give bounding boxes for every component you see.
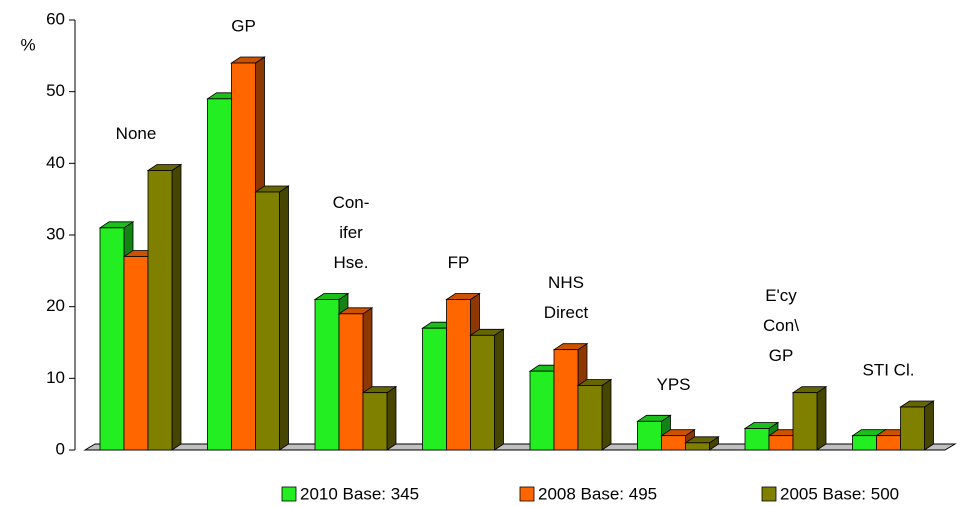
y-axis-label: % [20, 35, 35, 54]
bar-front [900, 406, 925, 451]
bar-front [744, 428, 770, 451]
bar-front [852, 435, 877, 451]
category-label: None [116, 124, 157, 143]
bar-front [792, 392, 818, 451]
bar [469, 328, 505, 451]
category-label: ifer [339, 223, 363, 242]
bar-side [171, 163, 182, 451]
category-label: YPS [656, 375, 690, 394]
bar-front [123, 256, 149, 451]
category-label: NHS [548, 273, 584, 292]
bar-side [386, 385, 397, 451]
bar [361, 385, 398, 451]
category-label: Hse. [334, 253, 369, 272]
bar [254, 185, 290, 451]
bar [576, 378, 613, 451]
legend-label: 2008 Base: 495 [538, 484, 657, 503]
bar-front [637, 420, 662, 451]
bar-front [338, 313, 364, 451]
legend-swatch [761, 486, 777, 502]
bar-side [816, 385, 827, 451]
bar-front [446, 299, 471, 451]
bar-front [255, 191, 280, 451]
category-label: Direct [544, 303, 589, 322]
bar-front [147, 170, 173, 451]
bar-front [99, 227, 125, 451]
category-label: GP [231, 16, 256, 35]
bar-front [362, 392, 388, 451]
y-tick-label: 50 [46, 81, 65, 100]
bar-side [279, 185, 289, 451]
legend-label: 2005 Base: 500 [780, 484, 899, 503]
bar-front [661, 435, 686, 451]
bar-front [529, 370, 555, 451]
bar-front [422, 327, 447, 451]
bar [146, 163, 183, 451]
bar-front [577, 385, 603, 451]
bar-side [601, 378, 612, 451]
category-label: Con\ [763, 316, 799, 335]
bar-front [876, 435, 901, 451]
bar-front [314, 299, 340, 451]
bar-front [207, 98, 232, 451]
bar-side [494, 328, 504, 451]
bar-front [231, 62, 256, 451]
bar-front [470, 334, 495, 451]
bar [899, 400, 935, 451]
bar-front [768, 435, 794, 451]
bar-front [685, 442, 710, 451]
bar [791, 385, 828, 451]
y-tick-label: 40 [46, 153, 65, 172]
legend-swatch [281, 486, 297, 502]
legend-label: 2010 Base: 345 [300, 484, 419, 503]
bar-front [553, 349, 579, 451]
legend-swatch [519, 486, 535, 502]
y-tick-label: 10 [46, 368, 65, 387]
bar [684, 436, 720, 451]
y-tick-label: 0 [56, 439, 65, 458]
category-label: E'cy [765, 286, 797, 305]
category-label: FP [448, 253, 470, 272]
y-tick-label: 20 [46, 296, 65, 315]
category-label: Con- [333, 193, 370, 212]
y-tick-label: 60 [46, 9, 65, 28]
category-label: STI Cl. [863, 360, 915, 379]
category-label: GP [769, 346, 794, 365]
y-tick-label: 30 [46, 224, 65, 243]
bar-side [924, 400, 934, 451]
